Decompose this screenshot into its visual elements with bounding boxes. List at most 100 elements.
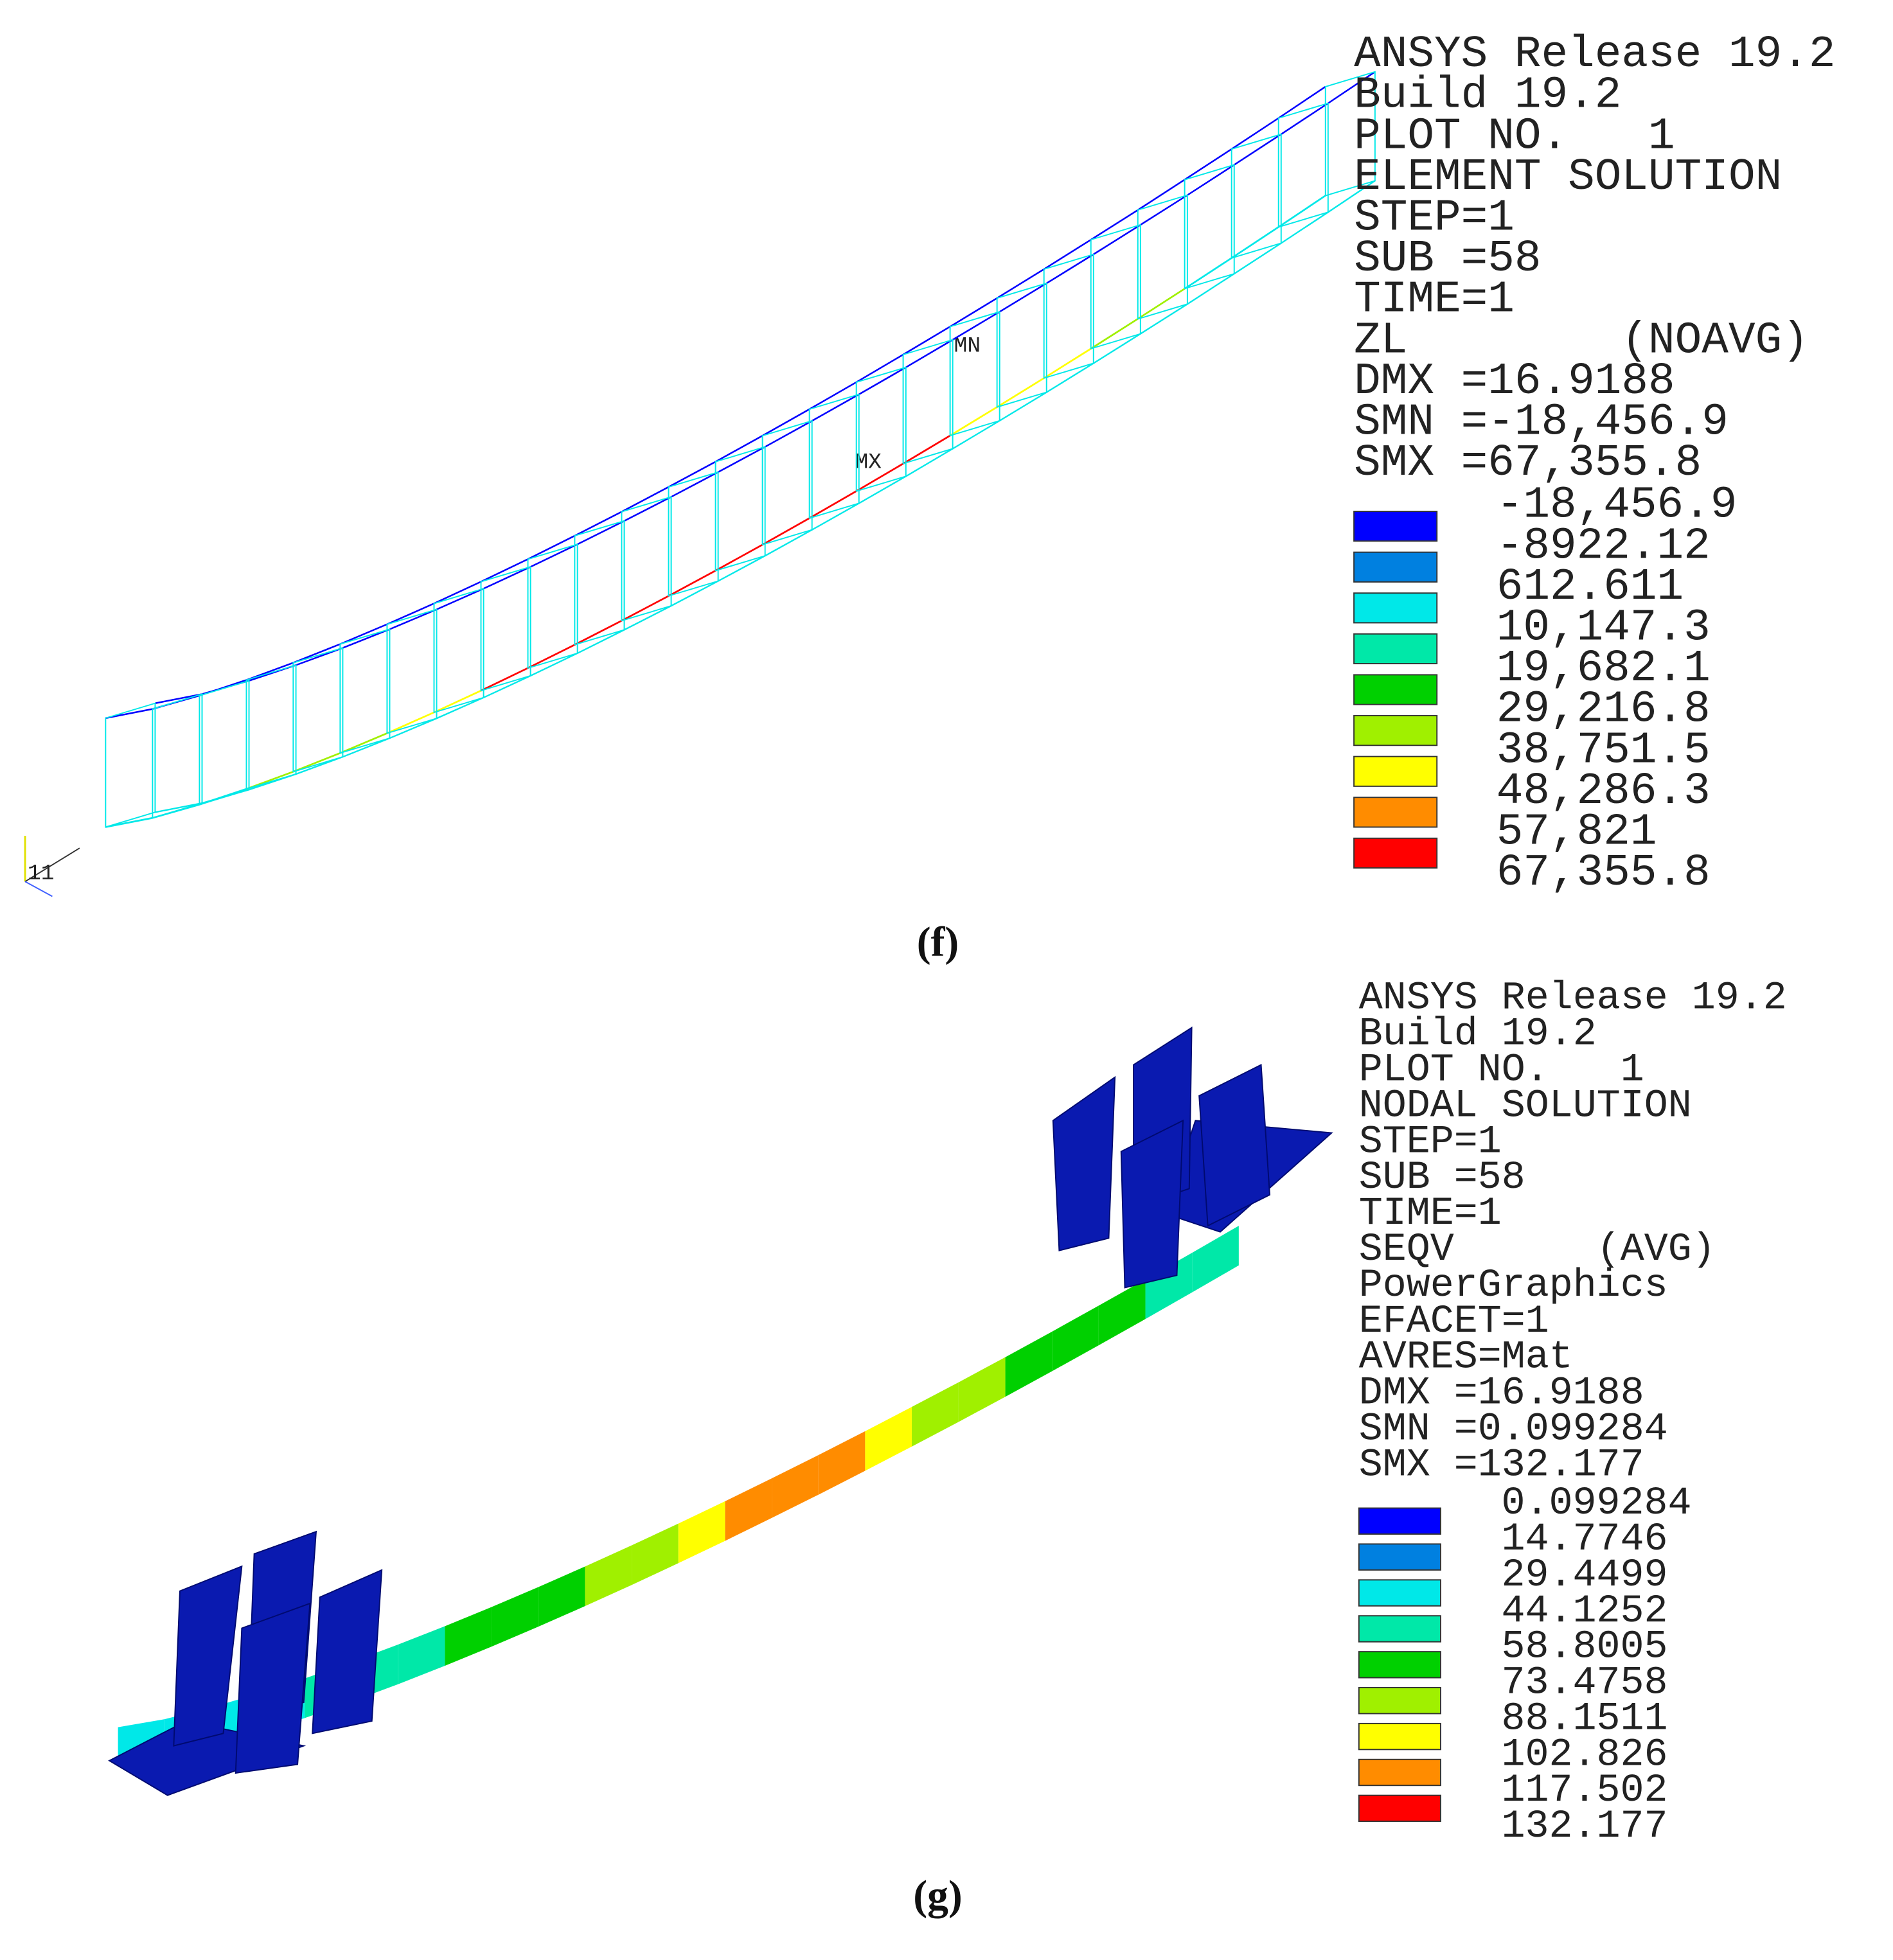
beam-element [996, 282, 1047, 409]
beam-element [245, 664, 297, 790]
beam-edge [480, 667, 529, 692]
legend-swatch [1358, 1687, 1441, 1715]
beam-edge [949, 406, 998, 437]
beam-segment [1192, 1226, 1239, 1293]
support-plate [1052, 1075, 1116, 1251]
beam-segment [632, 1523, 679, 1585]
caption: (g) [913, 1873, 962, 1919]
beam-segment [398, 1626, 445, 1684]
beam-segment [1005, 1331, 1053, 1397]
support-plate [1120, 1119, 1184, 1289]
beam-edge [292, 752, 341, 773]
beam-segment [492, 1587, 538, 1647]
beam-edge [433, 689, 482, 714]
beam-edge [105, 817, 153, 828]
support-plate [173, 1565, 243, 1747]
beam-edge [339, 732, 387, 754]
legend-label: 29,216.8 [1497, 684, 1711, 735]
beam-element [433, 587, 484, 714]
legend-label: 612.611 [1497, 561, 1684, 612]
beam-edge [105, 85, 1326, 720]
legend-swatch [1358, 1794, 1441, 1823]
beam-segment [445, 1607, 492, 1666]
triad-axis [24, 881, 53, 897]
legend-label: 57,821 [1497, 807, 1657, 858]
beam-element [668, 471, 719, 597]
legend-label: 19,682.1 [1497, 643, 1711, 694]
legend-label: 10,147.3 [1497, 602, 1711, 653]
legend-swatch [1353, 715, 1438, 746]
legend-swatch [1358, 1543, 1441, 1571]
info-line: SUB =58 [1354, 233, 1541, 284]
legend-label: 102.826 [1501, 1732, 1667, 1777]
beam-segment [585, 1545, 632, 1607]
legend-label: 0.099284 [1501, 1481, 1691, 1526]
support-plate [235, 1602, 311, 1774]
info-line: SMX =67,355.8 [1354, 437, 1702, 488]
info-line: SUB =58 [1359, 1155, 1525, 1200]
info-line: STEP=1 [1359, 1119, 1502, 1164]
info-line: TIME=1 [1354, 274, 1515, 325]
beam-element [1184, 164, 1235, 290]
beam-edge [996, 377, 1045, 408]
beam-element [480, 566, 531, 692]
legend-swatch [1358, 1579, 1441, 1607]
beam-edge [668, 570, 716, 597]
beam-segment [865, 1407, 912, 1471]
legend-label: 14.7746 [1501, 1517, 1667, 1562]
legend-swatch [1353, 837, 1438, 869]
beam-segment [1052, 1305, 1099, 1372]
beam-element [339, 628, 391, 754]
info-line: STEP=1 [1354, 193, 1515, 243]
info-line: NODAL SOLUTION [1359, 1083, 1692, 1128]
info-line: AVRES=Mat [1359, 1335, 1573, 1380]
legend-label: 117.502 [1501, 1768, 1667, 1813]
beam-segment [1098, 1279, 1146, 1346]
beam-element [949, 311, 1000, 437]
beam-element [199, 680, 250, 806]
legend-swatch [1353, 797, 1438, 828]
beam-segment [538, 1566, 585, 1627]
beam-element [761, 419, 813, 546]
legend-swatch [1353, 633, 1438, 665]
legend-swatch [1353, 674, 1438, 705]
info-line: DMX =16.9188 [1359, 1371, 1644, 1416]
beam-edge [386, 711, 434, 734]
beam-element [527, 543, 578, 669]
triad-axis [24, 847, 80, 883]
legend-label: 67,355.8 [1497, 847, 1711, 898]
beam-edge [902, 434, 951, 464]
legend-swatch [1358, 1507, 1441, 1535]
beam-edge [1043, 348, 1092, 379]
beam-element [855, 366, 907, 492]
beam-edge [574, 619, 623, 646]
beam-segment [912, 1382, 959, 1447]
info-line: ZL (NOAVG) [1354, 315, 1809, 366]
info-line: SMN =0.099284 [1359, 1406, 1668, 1451]
info-line: TIME=1 [1359, 1191, 1502, 1236]
legend-label: 48,286.3 [1497, 766, 1711, 817]
legend-label: -18,456.9 [1497, 480, 1737, 531]
legend-label: 73.4758 [1501, 1661, 1667, 1706]
info-line: ELEMENT SOLUTION [1354, 152, 1782, 202]
info-line: ANSYS Release 19.2 [1359, 976, 1787, 1021]
info-line: PowerGraphics [1359, 1263, 1668, 1308]
legend-swatch [1353, 511, 1438, 542]
beam-element [621, 496, 672, 622]
legend-label: 29.4499 [1501, 1553, 1667, 1598]
legend-swatch [1353, 592, 1438, 624]
info-line: Build 19.2 [1354, 70, 1621, 121]
info-line: DMX =16.9188 [1354, 356, 1675, 407]
legend-label: 44.1252 [1501, 1589, 1667, 1634]
info-line: Build 19.2 [1359, 1012, 1597, 1057]
beam-edge [155, 71, 1376, 704]
info-line: SEQV (AVG) [1359, 1227, 1716, 1272]
info-line: SMN =-18,456.9 [1354, 397, 1729, 448]
beam-element [105, 702, 156, 828]
beam-segment [678, 1501, 725, 1564]
legend-swatch [1358, 1722, 1441, 1751]
beam-element [574, 520, 625, 646]
support-plate [312, 1569, 383, 1735]
legend-swatch [1358, 1758, 1441, 1787]
beam-element [1137, 194, 1188, 320]
